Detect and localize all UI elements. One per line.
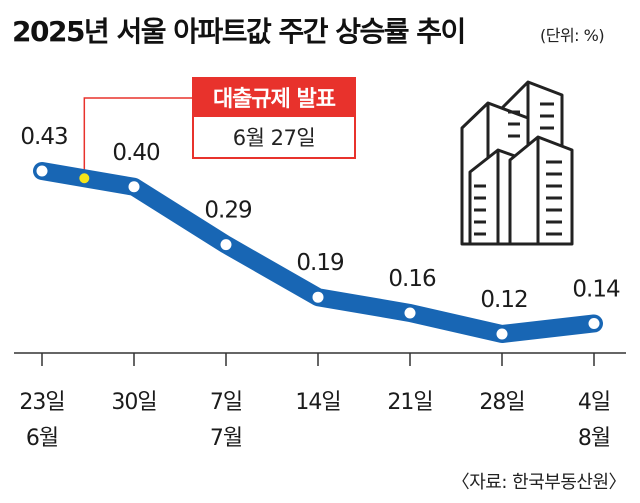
x-tick-label-day: 7일 — [210, 390, 242, 415]
data-label: 0.43 — [20, 124, 67, 150]
x-axis: 23일 6월 30일 7일 7월 14일 21일 28일 4일 8월 — [14, 352, 626, 451]
x-tick-label-day: 21일 — [387, 390, 432, 415]
data-label: 0.12 — [480, 287, 527, 313]
data-point — [36, 165, 48, 177]
chart-unit-label: (단위: %) — [540, 26, 605, 45]
annotation-marker — [79, 173, 90, 184]
data-label: 0.16 — [388, 266, 436, 292]
annotation-leader-line — [83, 97, 192, 173]
annotation-connector — [83, 97, 192, 173]
data-point — [128, 181, 140, 193]
x-tick-label-day: 23일 — [19, 390, 64, 415]
data-points-group — [36, 165, 600, 340]
data-point — [312, 291, 324, 303]
chart-title: 2025년 서울 아파트값 주간 상승률 추이 — [12, 15, 466, 48]
data-point — [404, 307, 416, 319]
annotation-title: 대출규제 발표 — [192, 77, 356, 117]
data-label: 0.19 — [296, 250, 344, 276]
x-tick-label-day: 14일 — [295, 390, 340, 415]
x-tick-label-day: 30일 — [111, 390, 156, 415]
apartment-buildings-icon — [460, 80, 574, 246]
x-tick-label-day: 4일 — [578, 390, 610, 415]
data-point — [220, 239, 232, 251]
x-tick-label-month: 8월 — [578, 426, 610, 451]
data-point — [496, 328, 508, 340]
data-point — [588, 317, 600, 329]
data-label: 0.40 — [112, 140, 160, 166]
x-tick-label-month: 7월 — [210, 426, 242, 451]
data-labels-group: 0.43 0.40 0.29 0.19 0.16 0.12 0.14 — [20, 124, 621, 313]
data-label: 0.14 — [572, 276, 620, 302]
x-tick-label-month: 6월 — [26, 426, 58, 451]
chart-source: 〈자료: 한국부동산원〉 — [451, 472, 627, 493]
annotation-date: 6월 27일 — [192, 117, 356, 159]
x-tick-label-day: 28일 — [479, 390, 524, 415]
data-label: 0.29 — [204, 198, 252, 224]
